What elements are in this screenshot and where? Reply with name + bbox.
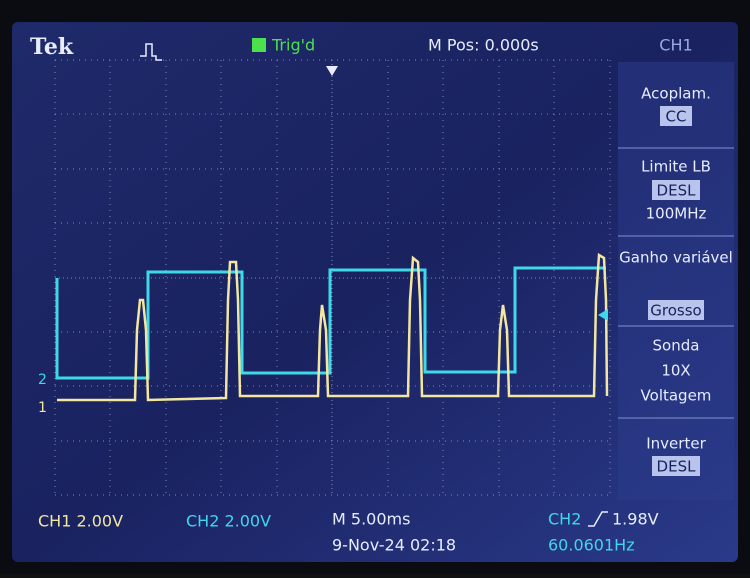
- ch2-scale: CH2 2.00V: [186, 512, 271, 531]
- menu-detail: 10X: [661, 362, 690, 380]
- ch1-scale: CH1 2.00V: [38, 512, 123, 531]
- menu-option[interactable]: DESL: [657, 182, 697, 200]
- brand: Tek: [30, 34, 74, 60]
- oscilloscope-screen: Tek Trig'd M Pos: 0.000s CH1 Acoplam. CC…: [0, 0, 750, 574]
- menu-detail: 100MHz: [646, 205, 707, 223]
- timebase: M 5.00ms: [332, 510, 410, 529]
- menu-title: CH1: [659, 36, 692, 55]
- menu-option[interactable]: Grosso: [650, 302, 701, 320]
- menu-extra: Voltagem: [641, 387, 712, 405]
- menu-label[interactable]: Acoplam.: [641, 85, 711, 103]
- datetime: 9-Nov-24 02:18: [332, 536, 456, 555]
- menu-option[interactable]: CC: [666, 108, 687, 126]
- menu-panel: Acoplam. CC Limite LB DESL 100MHz Ganho …: [618, 62, 734, 500]
- ch2-marker: 2: [38, 372, 47, 388]
- frequency: 60.0601Hz: [548, 536, 635, 555]
- trigger-source: CH2: [548, 510, 581, 529]
- menu-option[interactable]: DESL: [657, 458, 697, 476]
- menu-label[interactable]: Ganho variável: [619, 249, 733, 267]
- menu-label[interactable]: Limite LB: [641, 158, 711, 176]
- trigger-status: Trig'd: [271, 36, 315, 55]
- ch1-marker: 1: [38, 400, 47, 416]
- page: Tek Trig'd M Pos: 0.000s CH1 Acoplam. CC…: [0, 0, 750, 578]
- menu-label[interactable]: Inverter: [646, 435, 706, 453]
- trigger-level: 1.98V: [612, 510, 659, 529]
- trigger-icon: [252, 38, 266, 52]
- position: M Pos: 0.000s: [428, 36, 539, 55]
- menu-label[interactable]: Sonda: [653, 337, 700, 355]
